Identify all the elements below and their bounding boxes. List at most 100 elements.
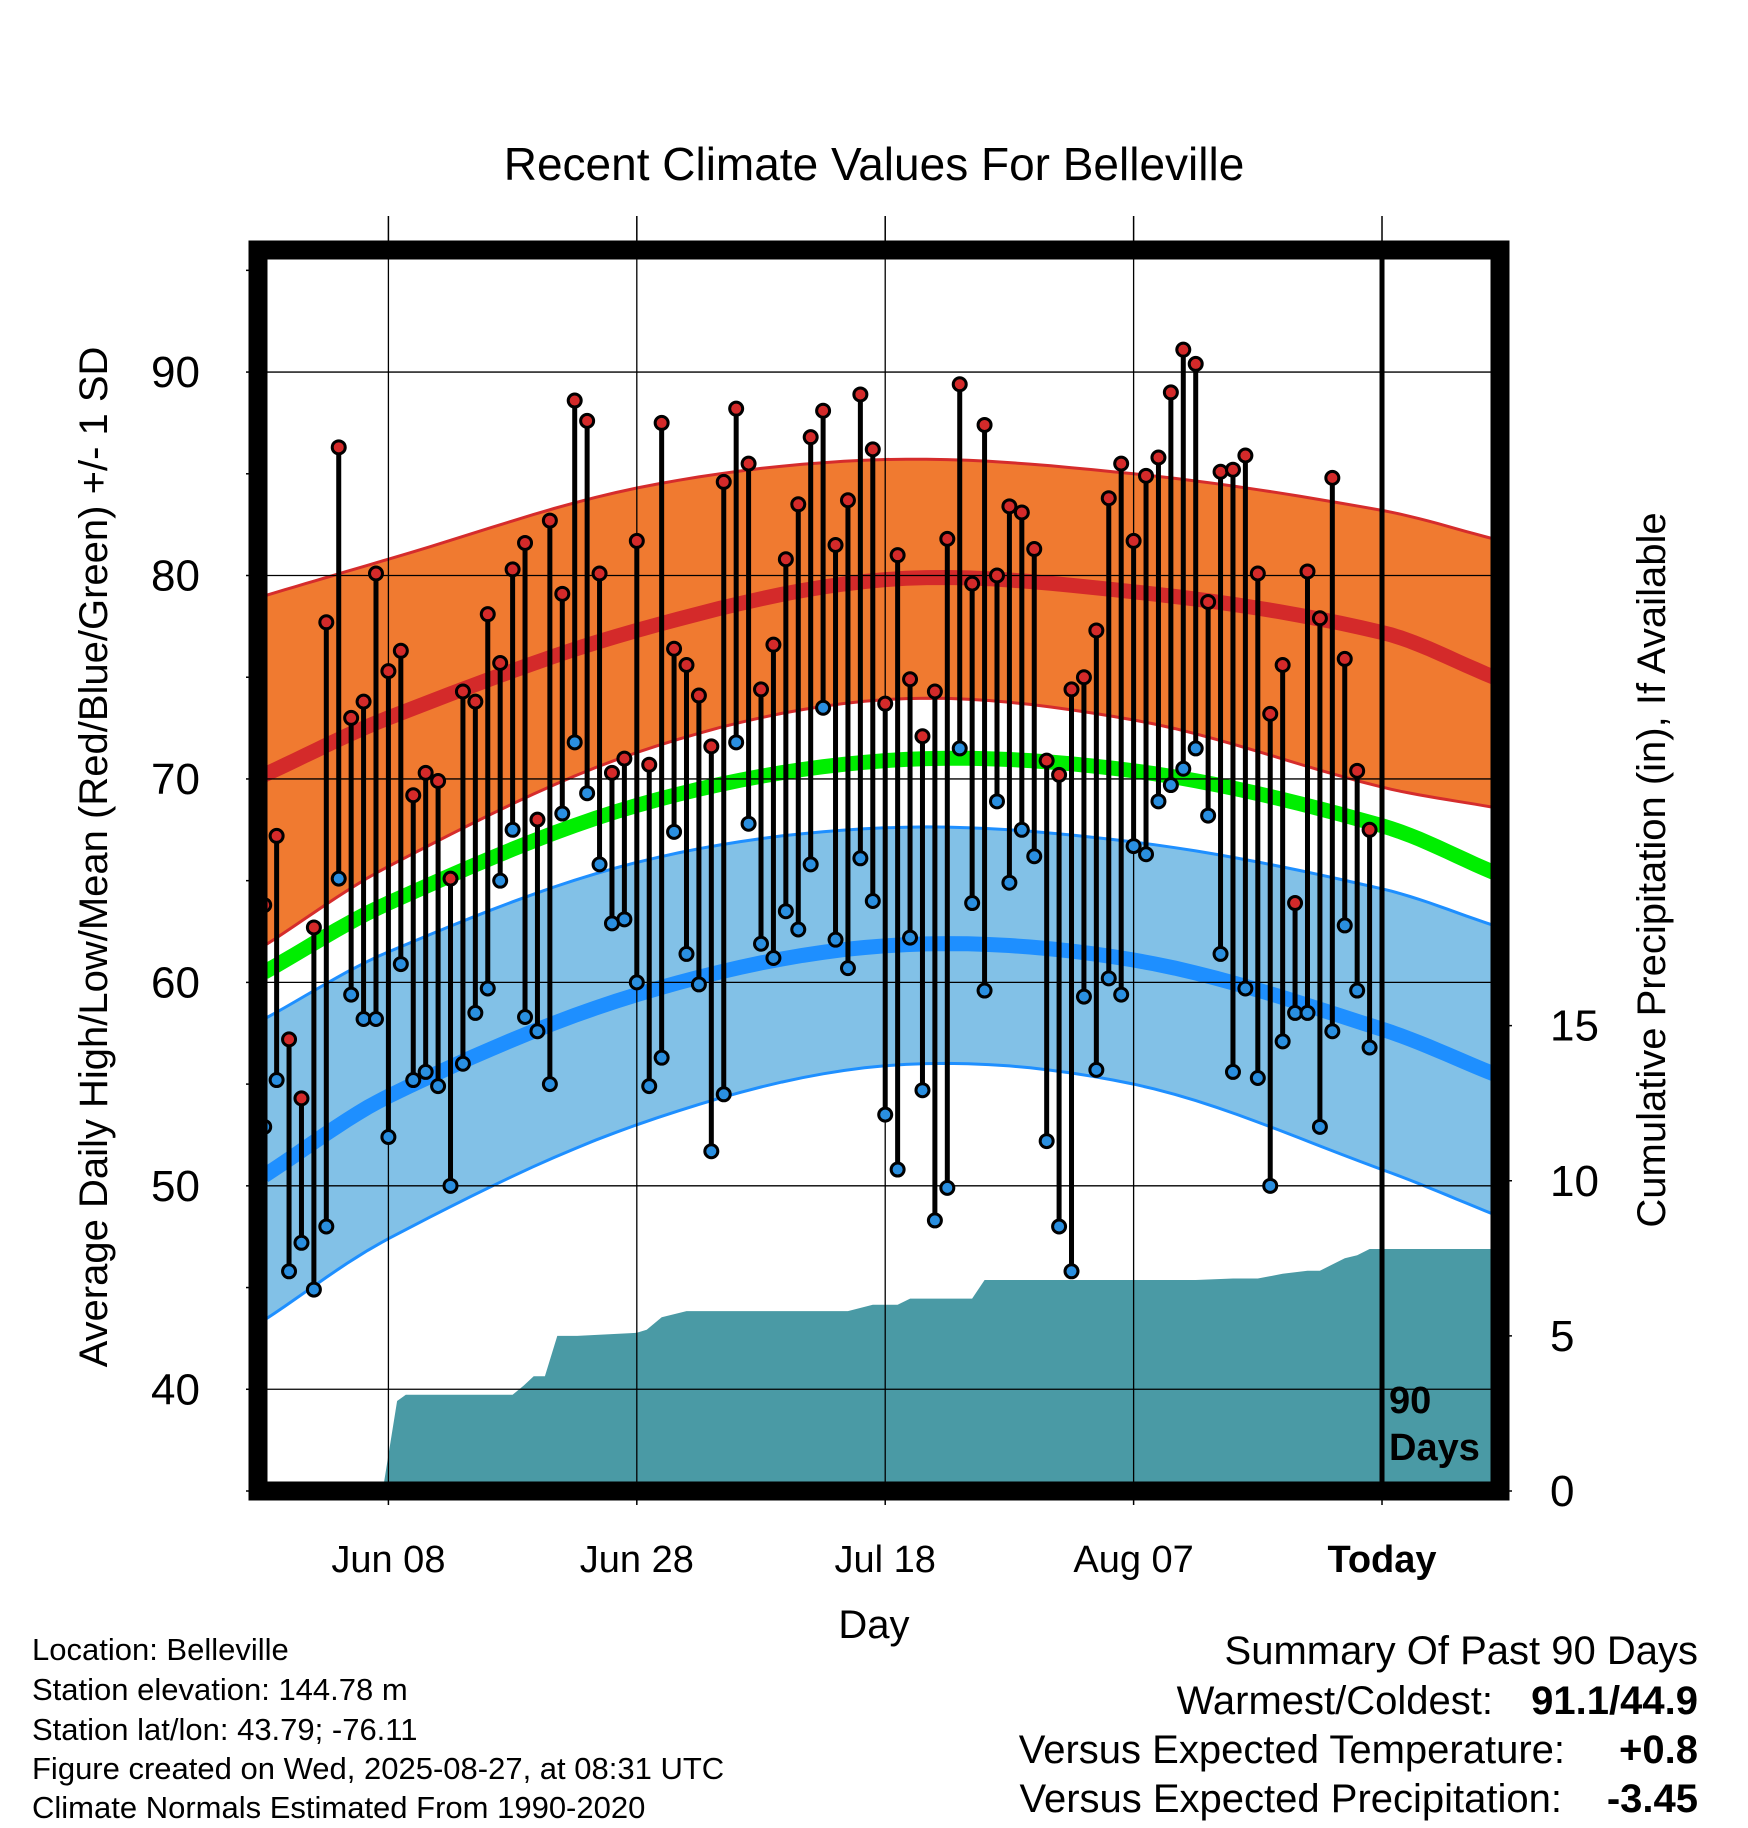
high-point bbox=[728, 400, 745, 417]
high-point bbox=[1187, 355, 1204, 372]
low-point bbox=[1013, 821, 1030, 838]
high-point bbox=[753, 681, 770, 698]
high-point bbox=[1088, 622, 1105, 639]
high-point bbox=[988, 567, 1005, 584]
low-point bbox=[926, 1212, 943, 1229]
x-axis-label: Day bbox=[838, 1603, 909, 1647]
high-point bbox=[902, 671, 919, 688]
low-point bbox=[815, 699, 832, 716]
high-point bbox=[417, 764, 434, 781]
high-point bbox=[852, 386, 869, 403]
low-point bbox=[914, 1082, 931, 1099]
high-point bbox=[554, 585, 571, 602]
high-point bbox=[964, 575, 981, 592]
high-point bbox=[1100, 490, 1117, 507]
daily-dots bbox=[256, 341, 1378, 1298]
high-point bbox=[1324, 469, 1341, 486]
low-point bbox=[367, 1011, 384, 1028]
low-point bbox=[616, 911, 633, 928]
low-point bbox=[703, 1143, 720, 1160]
high-point bbox=[1249, 565, 1266, 582]
high-point bbox=[1026, 541, 1043, 558]
low-point bbox=[877, 1106, 894, 1123]
high-point bbox=[740, 455, 757, 472]
y-tick-label: 40 bbox=[151, 1365, 200, 1414]
info-created: Figure created on Wed, 2025-08-27, at 08… bbox=[32, 1751, 724, 1786]
low-point bbox=[392, 956, 409, 973]
low-point bbox=[690, 976, 707, 993]
high-point bbox=[839, 492, 856, 509]
low-point bbox=[964, 895, 981, 912]
low-point bbox=[1162, 777, 1179, 794]
low-point bbox=[492, 872, 509, 889]
low-point bbox=[1075, 988, 1092, 1005]
high-point bbox=[504, 561, 521, 578]
low-point bbox=[1175, 760, 1192, 777]
low-point bbox=[976, 982, 993, 999]
high-point bbox=[405, 787, 422, 804]
high-point bbox=[1013, 504, 1030, 521]
high-point bbox=[877, 695, 894, 712]
high-point bbox=[1051, 766, 1068, 783]
high-point bbox=[703, 738, 720, 755]
low-point bbox=[318, 1218, 335, 1235]
low-point bbox=[1212, 945, 1229, 962]
y2-tick-label: 15 bbox=[1550, 1002, 1599, 1051]
y-axis-label: Average Daily High/Low/Mean (Red/Blue/Gr… bbox=[72, 347, 116, 1368]
low-point bbox=[839, 960, 856, 977]
low-point bbox=[1063, 1263, 1080, 1280]
high-point bbox=[1212, 463, 1229, 480]
precipitation-area bbox=[264, 1249, 1494, 1491]
low-point bbox=[1026, 848, 1043, 865]
low-point bbox=[566, 734, 583, 751]
high-point bbox=[529, 811, 546, 828]
high-point bbox=[1274, 657, 1291, 674]
high-point bbox=[492, 654, 509, 671]
high-point bbox=[579, 412, 596, 429]
high-point bbox=[815, 402, 832, 419]
low-point bbox=[405, 1072, 422, 1089]
low-point bbox=[864, 893, 881, 910]
low-point bbox=[380, 1129, 397, 1146]
high-point bbox=[1299, 563, 1316, 580]
today-marker-label: 90 bbox=[1389, 1380, 1431, 1422]
high-point bbox=[889, 547, 906, 564]
high-point bbox=[926, 683, 943, 700]
high-point bbox=[666, 640, 683, 657]
high-point bbox=[1113, 455, 1130, 472]
low-point bbox=[939, 1179, 956, 1196]
high-point bbox=[1038, 752, 1055, 769]
high-point bbox=[1224, 461, 1241, 478]
high-point bbox=[715, 473, 732, 490]
y2-tick-label: 5 bbox=[1550, 1312, 1574, 1361]
y-tick-label: 90 bbox=[151, 348, 200, 397]
summary-temp-value: +0.8 bbox=[1619, 1728, 1698, 1772]
low-point bbox=[1150, 793, 1167, 810]
low-point bbox=[1237, 980, 1254, 997]
y-tick-label: 70 bbox=[151, 755, 200, 804]
low-point bbox=[1311, 1118, 1328, 1135]
info-normals: Climate Normals Estimated From 1990-2020 bbox=[32, 1790, 645, 1825]
low-point bbox=[753, 935, 770, 952]
y-tick-label: 50 bbox=[151, 1162, 200, 1211]
high-point bbox=[1063, 681, 1080, 698]
today-marker-label: Days bbox=[1389, 1427, 1480, 1469]
high-point bbox=[616, 750, 633, 767]
high-point bbox=[268, 827, 285, 844]
low-point bbox=[454, 1055, 471, 1072]
low-point bbox=[1249, 1070, 1266, 1087]
low-point bbox=[1125, 838, 1142, 855]
high-point bbox=[1150, 449, 1167, 466]
high-point bbox=[517, 534, 534, 551]
low-point bbox=[1051, 1218, 1068, 1235]
x-tick-label: Jun 28 bbox=[580, 1539, 694, 1581]
high-point bbox=[281, 1031, 298, 1048]
low-point bbox=[1200, 807, 1217, 824]
x-tick-label: Jun 08 bbox=[331, 1539, 445, 1581]
low-point bbox=[268, 1072, 285, 1089]
summary-heading: Summary Of Past 90 Days bbox=[1225, 1629, 1698, 1673]
low-point bbox=[1187, 740, 1204, 757]
high-point bbox=[1262, 705, 1279, 722]
low-point bbox=[1336, 917, 1353, 934]
info-location: Location: Belleville bbox=[32, 1632, 289, 1667]
